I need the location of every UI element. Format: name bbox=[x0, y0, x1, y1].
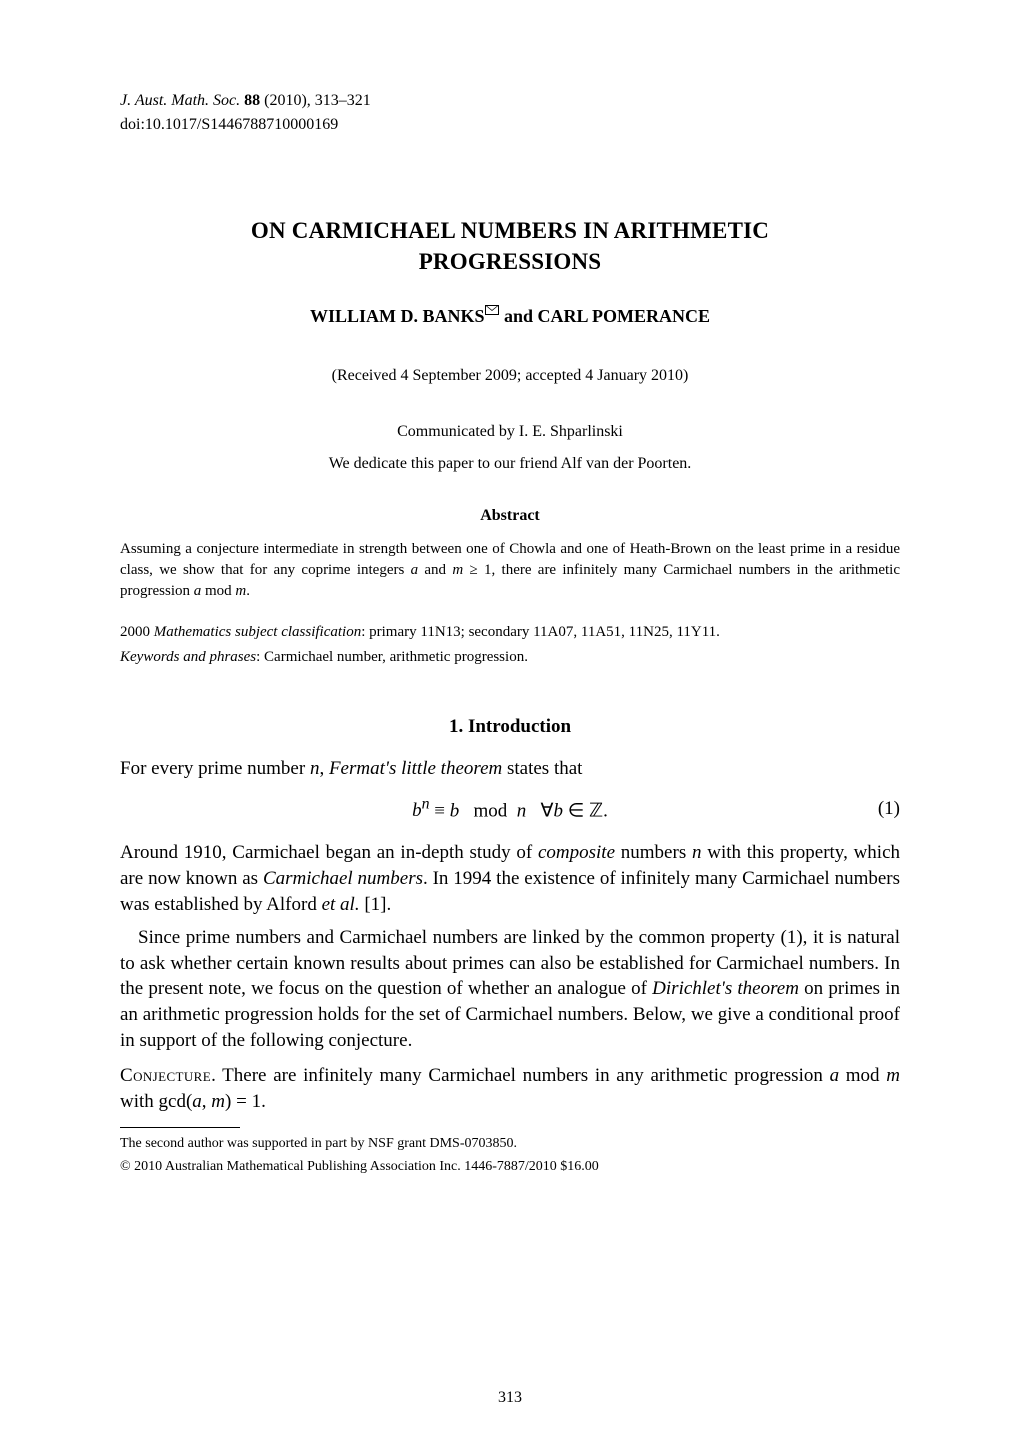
intro-paragraph-2: Around 1910, Carmichael began an in-dept… bbox=[120, 840, 900, 917]
author-and: and bbox=[499, 306, 537, 326]
page-number: 313 bbox=[0, 1389, 1020, 1407]
section-heading-intro: 1. Introduction bbox=[120, 716, 900, 738]
title-line-1: ON CARMICHAEL NUMBERS IN ARITHMETIC bbox=[251, 218, 769, 243]
equation-body: bn ≡ b mod n ∀b ∈ ℤ. bbox=[412, 796, 608, 822]
equation-number: (1) bbox=[878, 798, 900, 820]
intro-paragraph-1: For every prime number n, Fermat's littl… bbox=[120, 756, 900, 782]
footnote-support: The second author was supported in part … bbox=[120, 1134, 900, 1154]
conjecture-statement: Conjecture. There are infinitely many Ca… bbox=[120, 1063, 900, 1114]
dedication: We dedicate this paper to our friend Alf… bbox=[120, 455, 900, 473]
doi-line: doi:10.1017/S1446788710000169 bbox=[120, 114, 900, 136]
corresponding-author-icon bbox=[485, 305, 499, 315]
equation-1: bn ≡ b mod n ∀b ∈ ℤ. (1) bbox=[120, 796, 900, 822]
footnote-copyright: © 2010 Australian Mathematical Publishin… bbox=[120, 1157, 900, 1177]
communicated-by: Communicated by I. E. Shparlinski bbox=[120, 423, 900, 441]
paper-title: ON CARMICHAEL NUMBERS IN ARITHMETIC PROG… bbox=[120, 215, 900, 277]
keywords-phrases: Keywords and phrases: Carmichael number,… bbox=[120, 647, 900, 668]
footnote-rule bbox=[120, 1127, 240, 1128]
author-1: WILLIAM D. BANKS bbox=[310, 306, 485, 326]
intro-paragraph-3: Since prime numbers and Carmichael numbe… bbox=[120, 925, 900, 1053]
author-line: WILLIAM D. BANKS and CARL POMERANCE bbox=[120, 305, 900, 327]
author-2: CARL POMERANCE bbox=[538, 306, 711, 326]
msc-classification: 2000 Mathematics subject classification:… bbox=[120, 622, 900, 643]
abstract-heading: Abstract bbox=[120, 507, 900, 525]
journal-reference: J. Aust. Math. Soc. 88 (2010), 313–321 bbox=[120, 90, 900, 112]
received-accepted-dates: (Received 4 September 2009; accepted 4 J… bbox=[120, 367, 900, 385]
abstract-text: Assuming a conjecture intermediate in st… bbox=[120, 539, 900, 602]
title-line-2: PROGRESSIONS bbox=[419, 249, 602, 274]
